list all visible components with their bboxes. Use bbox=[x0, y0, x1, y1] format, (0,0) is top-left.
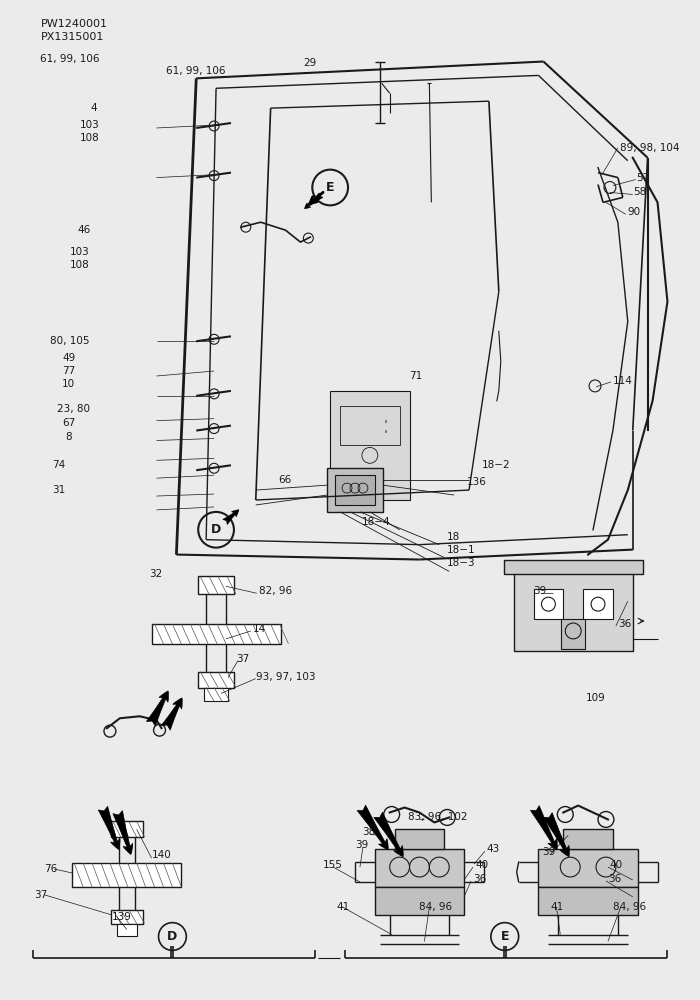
Circle shape bbox=[312, 170, 348, 205]
Text: 139: 139 bbox=[112, 912, 132, 922]
Text: 36: 36 bbox=[608, 874, 621, 884]
Bar bbox=[340, 406, 400, 445]
Text: 109: 109 bbox=[586, 693, 606, 703]
Text: 18: 18 bbox=[447, 532, 461, 542]
Text: 18−4: 18−4 bbox=[362, 517, 391, 527]
Text: E: E bbox=[500, 930, 509, 943]
Circle shape bbox=[198, 512, 234, 548]
Text: 39: 39 bbox=[355, 840, 368, 850]
Text: 136: 136 bbox=[467, 477, 487, 487]
Text: 18−3: 18−3 bbox=[447, 558, 476, 568]
Bar bbox=[111, 910, 143, 924]
Text: 43: 43 bbox=[487, 844, 500, 854]
Text: 84, 96: 84, 96 bbox=[419, 902, 453, 912]
Text: 108: 108 bbox=[80, 133, 100, 143]
Text: 18−1: 18−1 bbox=[447, 545, 476, 555]
Bar bbox=[198, 672, 234, 688]
Text: 89, 98, 104: 89, 98, 104 bbox=[620, 143, 679, 153]
Text: 71: 71 bbox=[410, 371, 423, 381]
Text: 23, 80: 23, 80 bbox=[57, 404, 90, 414]
Bar bbox=[538, 887, 638, 915]
Text: 40: 40 bbox=[610, 860, 623, 870]
Text: 38: 38 bbox=[362, 827, 375, 837]
Circle shape bbox=[491, 923, 519, 950]
Text: 40: 40 bbox=[475, 860, 488, 870]
Text: 61, 99, 106: 61, 99, 106 bbox=[167, 66, 226, 76]
Text: 80, 105: 80, 105 bbox=[50, 336, 90, 346]
Bar bbox=[152, 624, 281, 644]
Text: 77: 77 bbox=[62, 366, 76, 376]
Text: 10: 10 bbox=[62, 379, 76, 389]
Bar bbox=[111, 821, 143, 837]
Text: 14: 14 bbox=[253, 624, 266, 634]
Text: 36: 36 bbox=[473, 874, 486, 884]
Text: 57: 57 bbox=[636, 173, 649, 183]
Text: 58: 58 bbox=[633, 187, 646, 197]
Bar bbox=[538, 849, 638, 887]
Bar bbox=[561, 619, 585, 649]
Text: D: D bbox=[211, 523, 221, 536]
Bar bbox=[204, 688, 228, 701]
Text: 74: 74 bbox=[52, 460, 66, 470]
Bar bbox=[564, 829, 613, 849]
Text: 32: 32 bbox=[150, 569, 163, 579]
Text: 90: 90 bbox=[628, 207, 641, 217]
Text: 155: 155 bbox=[323, 860, 343, 870]
Bar bbox=[514, 571, 633, 651]
Text: 103: 103 bbox=[70, 247, 90, 257]
Text: 108: 108 bbox=[70, 260, 90, 270]
Text: 83, 96, 102: 83, 96, 102 bbox=[407, 812, 467, 822]
Bar bbox=[327, 468, 383, 512]
Text: PW1240001: PW1240001 bbox=[41, 19, 108, 29]
Bar bbox=[374, 849, 464, 887]
Text: D: D bbox=[167, 930, 178, 943]
Bar bbox=[395, 829, 444, 849]
Text: 37: 37 bbox=[236, 654, 249, 664]
Text: 36: 36 bbox=[618, 619, 631, 629]
Text: 76: 76 bbox=[44, 864, 57, 874]
Circle shape bbox=[158, 923, 186, 950]
Bar bbox=[583, 589, 613, 619]
Text: 114: 114 bbox=[613, 376, 633, 386]
Text: PX1315001: PX1315001 bbox=[41, 32, 104, 42]
Text: 8: 8 bbox=[65, 432, 72, 442]
Text: 41: 41 bbox=[550, 902, 564, 912]
Text: 84, 96: 84, 96 bbox=[613, 902, 646, 912]
Text: 29: 29 bbox=[303, 58, 316, 68]
Bar bbox=[533, 589, 564, 619]
Text: 67: 67 bbox=[62, 418, 76, 428]
Text: 18−2: 18−2 bbox=[482, 460, 510, 470]
Text: 93, 97, 103: 93, 97, 103 bbox=[256, 672, 315, 682]
Text: 103: 103 bbox=[80, 120, 100, 130]
Text: 37: 37 bbox=[34, 890, 48, 900]
Text: 140: 140 bbox=[152, 850, 172, 860]
Text: 61, 99, 106: 61, 99, 106 bbox=[41, 54, 100, 64]
Bar bbox=[330, 391, 410, 500]
Bar bbox=[117, 924, 136, 936]
Bar bbox=[374, 887, 464, 915]
Text: 4: 4 bbox=[90, 103, 97, 113]
Bar bbox=[504, 560, 643, 574]
Text: 41: 41 bbox=[336, 902, 349, 912]
Text: 39: 39 bbox=[533, 586, 547, 596]
Bar bbox=[72, 863, 181, 887]
Text: 46: 46 bbox=[77, 225, 90, 235]
Bar bbox=[198, 576, 234, 594]
Text: 66: 66 bbox=[279, 475, 292, 485]
Text: 82, 96: 82, 96 bbox=[259, 586, 292, 596]
Bar bbox=[335, 475, 375, 505]
Text: E: E bbox=[326, 181, 335, 194]
Text: 39: 39 bbox=[542, 847, 556, 857]
Text: 49: 49 bbox=[62, 353, 76, 363]
Text: 31: 31 bbox=[52, 485, 66, 495]
